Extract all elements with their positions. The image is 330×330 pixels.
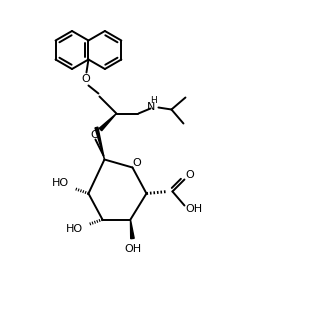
Text: HO: HO [66, 224, 83, 235]
Text: N: N [147, 102, 156, 112]
Text: OH: OH [124, 244, 141, 253]
Polygon shape [130, 219, 134, 239]
Text: OH: OH [185, 205, 202, 214]
Text: O: O [185, 171, 194, 181]
Text: HO: HO [52, 179, 69, 188]
Text: O: O [81, 75, 90, 84]
Text: H: H [150, 96, 157, 105]
Polygon shape [99, 114, 116, 131]
Text: O: O [132, 157, 141, 168]
Text: O: O [90, 130, 99, 141]
Polygon shape [95, 127, 105, 159]
